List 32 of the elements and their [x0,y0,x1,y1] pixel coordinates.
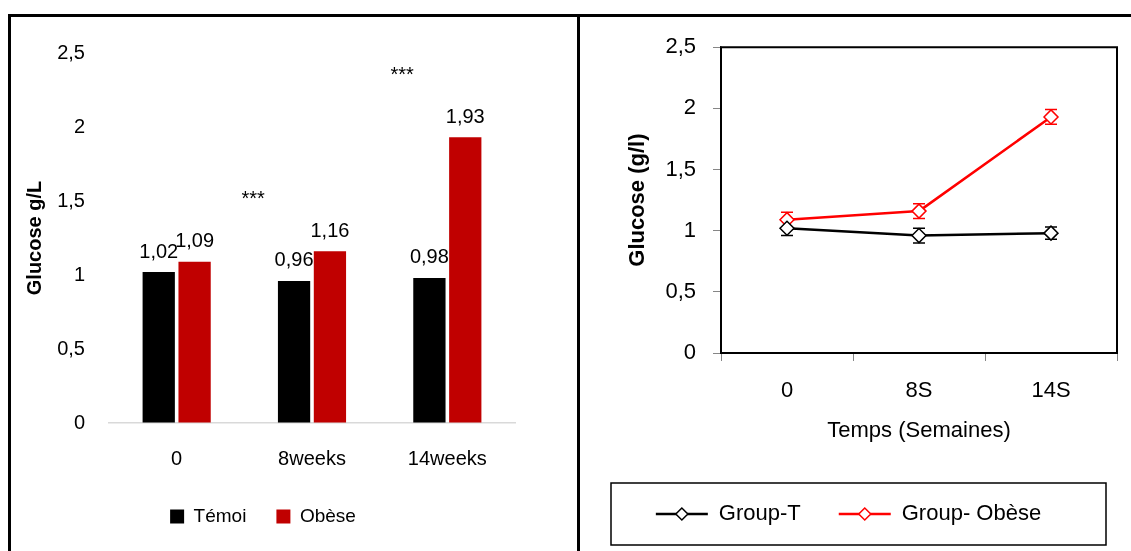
y-tick-label: 2,5 [665,33,696,59]
annotation: *** [241,186,266,209]
legend-label: Témoi [193,504,247,526]
data-label: 0,96 [274,248,314,271]
y-tick-label: 0 [683,339,696,365]
y-tick-label: 2 [683,94,696,120]
annotation: *** [390,63,415,86]
legend-label: Obèse [299,504,356,526]
y-tick-label: 1 [683,216,696,242]
y-axis-title: Glucose g/L [22,180,45,296]
y-axis-title: Glucose (g/l) [624,133,650,267]
x-axis-title: Temps (Semaines) [827,416,1011,442]
data-label: 1,16 [310,218,350,241]
x-tick-label: 8S [905,377,933,403]
data-label: 1,93 [445,104,485,127]
legend-label: Group-T [718,500,801,526]
y-tick-label: 2,5 [57,40,85,63]
legend-label: Group- Obèse [901,500,1042,526]
x-tick-label: 0 [780,377,794,403]
x-tick-label: 14weeks [407,446,487,469]
y-tick-label: 0,5 [57,336,85,359]
x-tick-label: 14S [1031,377,1071,403]
y-tick-label: 1 [73,262,85,285]
y-tick-label: 1,5 [57,188,85,211]
x-tick-label: 8weeks [278,446,346,469]
y-tick-label: 2 [73,114,85,137]
data-label: 1,09 [175,229,215,252]
y-tick-label: 1,5 [665,155,696,181]
y-tick-label: 0 [73,410,85,433]
y-tick-label: 0,5 [665,277,696,303]
data-label: 0,98 [409,245,449,268]
x-tick-label: 0 [171,446,183,469]
